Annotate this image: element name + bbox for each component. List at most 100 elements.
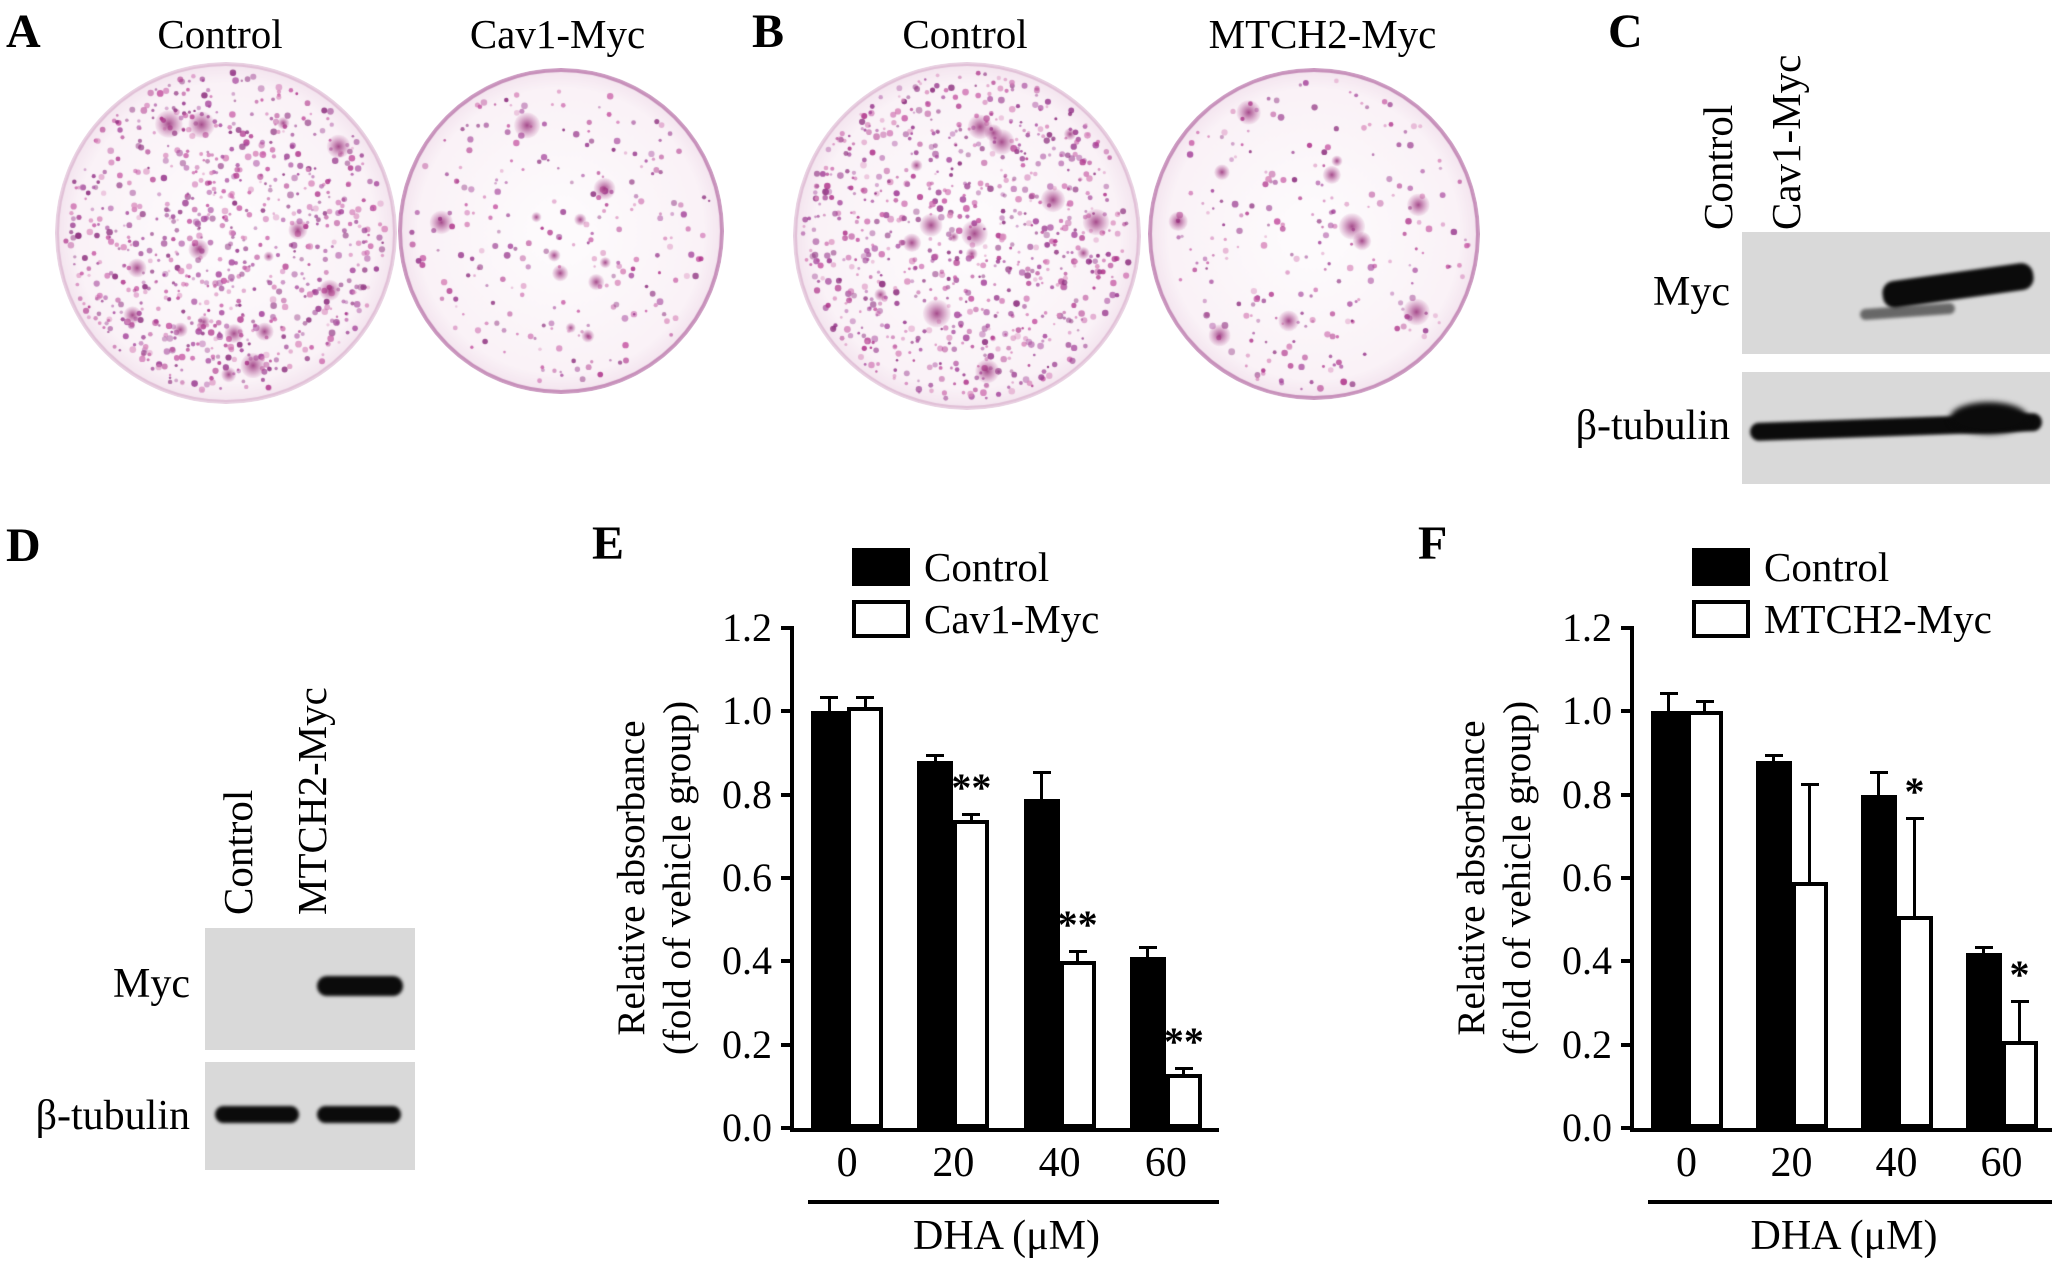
x-category-label: 20 [932,1140,975,1186]
error-bar [1076,953,1080,962]
error-bar [933,757,937,762]
y-tick-label: 0.6 [722,855,772,900]
blot-tubulin-C [1742,372,2050,484]
y-axis-title-line1: Relative absorbance [609,720,653,1036]
colony-dish-B-control [793,62,1141,410]
bar-cav1-myc [1165,1073,1202,1128]
error-bar-cap [1974,945,1993,949]
panel-label-D: D [6,519,41,572]
y-tick-label: 0.0 [1562,1105,1612,1150]
error-bar [969,815,973,820]
legend-label-mtch2myc-F: MTCH2-Myc [1764,596,1992,642]
error-bar [1703,703,1706,712]
bar-mtch2-myc [1791,882,1828,1128]
x-category-label: 40 [1875,1140,1918,1186]
error-bar [1913,819,1916,916]
y-tick-mark [1621,1126,1634,1130]
legend-swatch-cav1myc-E [852,600,910,638]
bar-mtch2-myc [1686,711,1723,1128]
blot-row-label-myc-D: Myc [113,961,190,1007]
blot-tubulin-D [205,1062,415,1170]
y-tick-mark [1621,1042,1634,1047]
significance-marker: ** [1057,902,1098,947]
x-category-label: 40 [1038,1140,1081,1186]
bar-chart-E: 0.0 0.2 0.4 0.6 0.8 1.0 1.2 0 20 ** 40 ** 60 ** DHA (μ… [722,608,1219,1259]
y-tick-mark [781,626,794,630]
y-tick-mark [1621,792,1634,797]
x-axis-title: DHA (μM) [912,1213,1100,1259]
x-category-label: 0 [836,1140,858,1186]
bar-cav1-myc [953,819,990,1128]
significance-marker: * [1904,768,1925,814]
panel-label-A: A [6,5,41,58]
error-bar-cap [856,695,875,699]
y-tick-mark [1621,959,1634,964]
significance-marker: ** [1163,1018,1204,1064]
blot-myc-C [1742,232,2050,354]
bar-control [1965,953,2002,1128]
y-tick-label: 1.0 [722,688,772,734]
bar-mtch2-myc [2001,1040,2038,1128]
blot-myc-D [205,928,415,1050]
y-tick-mark [781,792,794,797]
dish-title-mtch2myc: MTCH2-Myc [1208,11,1437,57]
y-tick-label: 0.2 [722,1021,772,1067]
panel-label-C: C [1608,5,1643,58]
significance-marker: * [2009,952,2030,997]
error-bar [1040,773,1044,799]
legend-label-cav1myc-E: Cav1-Myc [924,596,1100,642]
x-category-label: 60 [1144,1140,1187,1186]
x-category-label: 0 [1676,1140,1697,1186]
y-tick-label: 0.8 [1562,771,1612,817]
y-tick-mark [1621,709,1634,714]
y-tick-label: 0.4 [1562,938,1612,984]
error-bar [1667,694,1670,712]
bar-cav1-myc [847,707,884,1128]
lane-label-control-D: Control [215,789,261,915]
bar-control [1755,761,1792,1128]
panel-label-B: B [752,5,785,58]
bar-chart-F: 0.0 0.2 0.4 0.6 0.8 1.0 1.2 0 20 40 * 60 * DHA (μM) [1562,608,2052,1259]
legend-label-control-F: Control [1764,544,1890,590]
lane-label-control-C: Control [1695,104,1741,230]
bar-control [1129,957,1166,1128]
bar-mtch2-myc [1896,915,1933,1128]
panel-label-F: F [1418,517,1448,570]
bar-control [917,761,954,1128]
y-axis-title-F: Relative absorbance (fold of vehicle gro… [1449,701,1541,1055]
dish-title-control-A: Control [157,11,283,57]
y-tick-mark [781,876,794,880]
y-axis-title-line1: Relative absorbance [1449,720,1493,1036]
y-tick-label: 0.8 [722,771,772,817]
error-bar-cap [820,695,839,699]
error-bar-cap [2010,1000,2029,1003]
dish-title-cav1myc: Cav1-Myc [469,11,646,57]
error-bar [2018,1003,2021,1041]
y-tick-mark [781,1042,794,1047]
y-tick-mark [781,709,794,714]
y-axis-title-line2: (fold of vehicle group) [1496,700,1539,1056]
error-bar [1182,1069,1186,1074]
error-bar [1808,786,1811,883]
error-bar-cap [1138,945,1157,949]
y-tick-label: 1.0 [1562,688,1612,734]
y-tick-mark [1621,876,1634,880]
bar-control [811,711,848,1128]
colony-dish-B-mtch2myc [1148,68,1480,400]
colony-dish-A-control [55,62,397,404]
colony-dish-A-cav1myc [398,68,724,394]
blot-row-label-tubulin-D: β-tubulin [35,1093,190,1139]
legend-swatch-control-E [852,548,910,586]
error-bar-cap [1695,700,1714,703]
error-bar-cap [1800,783,1819,787]
error-bar-cap [1068,950,1087,953]
significance-marker: ** [951,764,992,810]
error-bar-cap [1032,770,1051,774]
bar-cav1-myc [1059,961,1096,1128]
blot-row-label-myc-C: Myc [1653,269,1730,315]
y-tick-label: 0.2 [1562,1021,1612,1067]
legend-label-control-E: Control [924,544,1050,590]
x-category-label: 60 [1980,1140,2023,1186]
y-tick-label: 1.2 [722,605,772,650]
error-bar [1982,948,1985,953]
